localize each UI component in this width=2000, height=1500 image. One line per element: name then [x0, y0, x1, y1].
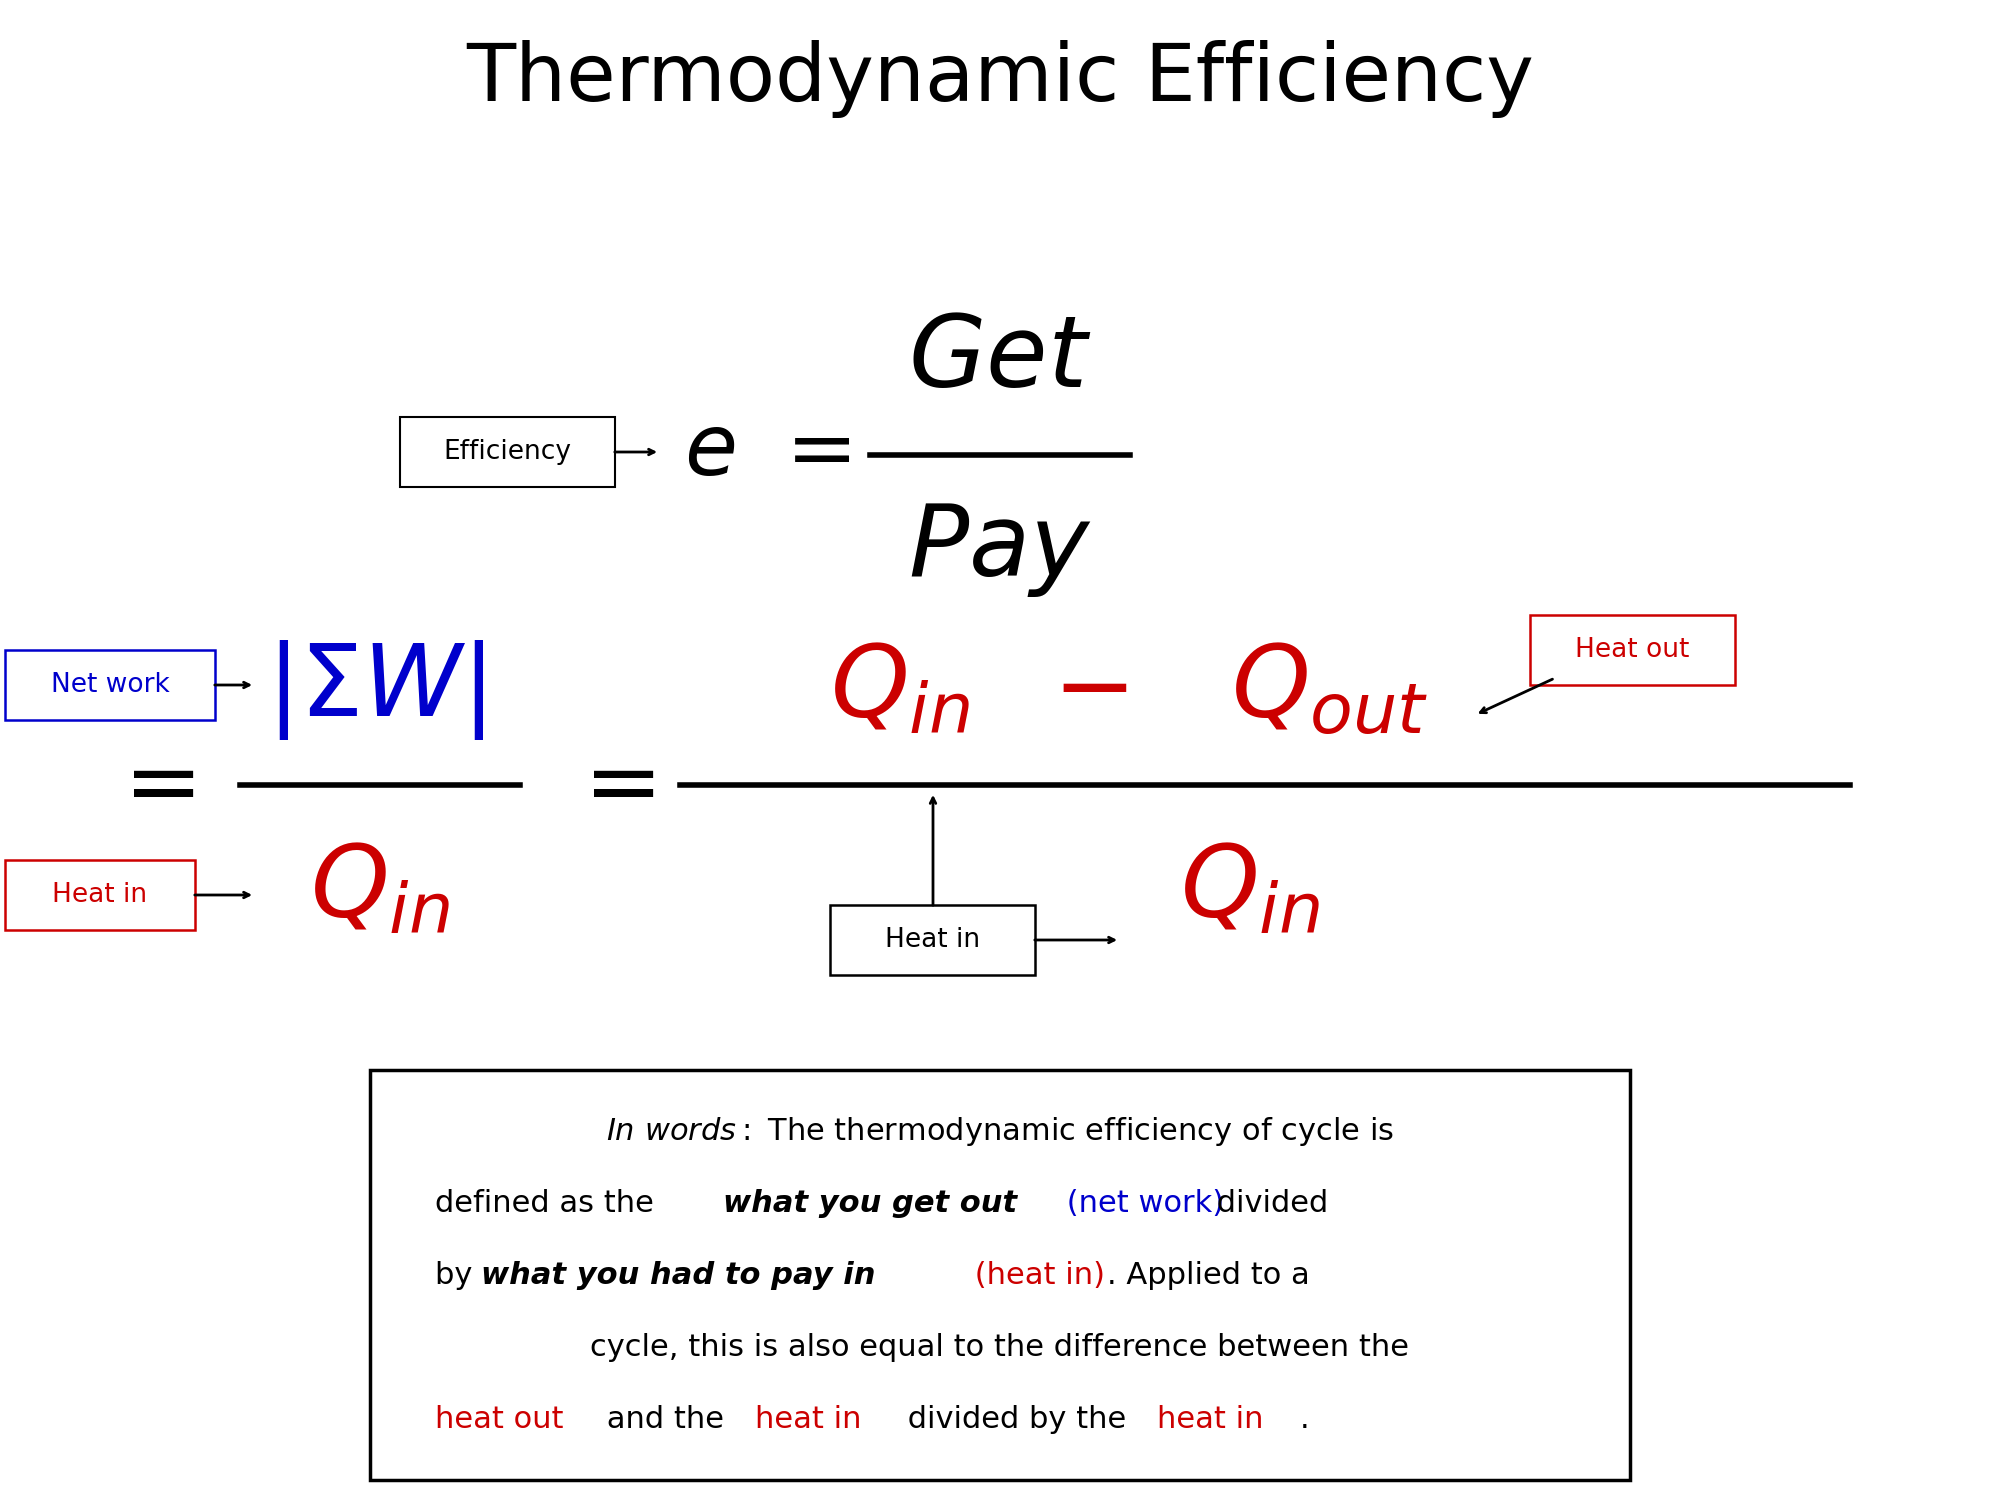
FancyBboxPatch shape: [4, 859, 196, 930]
Text: cycle, this is also equal to the difference between the: cycle, this is also equal to the differe…: [590, 1334, 1410, 1362]
Text: $|\Sigma \mathit{W}|$: $|\Sigma \mathit{W}|$: [266, 638, 484, 742]
Text: $\it{In\ words:}$ The thermodynamic efficiency of cycle is: $\it{In\ words:}$ The thermodynamic effi…: [606, 1116, 1394, 1149]
Text: $\mathit{Q}_{out}$: $\mathit{Q}_{out}$: [1232, 642, 1428, 738]
Text: (heat in): (heat in): [964, 1262, 1104, 1290]
FancyBboxPatch shape: [1530, 615, 1734, 686]
Text: divided: divided: [1208, 1190, 1328, 1218]
Text: $=$: $=$: [770, 411, 850, 494]
FancyBboxPatch shape: [830, 904, 1034, 975]
Text: what you had to pay in: what you had to pay in: [480, 1262, 876, 1290]
Text: Net work: Net work: [50, 672, 170, 698]
Text: what you get out: what you get out: [724, 1190, 1018, 1218]
Text: $-$: $-$: [1052, 642, 1128, 738]
Text: defined as the: defined as the: [434, 1190, 664, 1218]
Text: $\mathit{Q}_{in}$: $\mathit{Q}_{in}$: [830, 642, 970, 738]
Text: and the: and the: [596, 1406, 734, 1434]
Text: (net work): (net work): [1056, 1190, 1224, 1218]
Text: Thermodynamic Efficiency: Thermodynamic Efficiency: [466, 40, 1534, 118]
Text: $=$: $=$: [106, 740, 194, 831]
Text: $\mathit{Get}$: $\mathit{Get}$: [908, 312, 1092, 408]
Text: divided by the: divided by the: [898, 1406, 1136, 1434]
Text: Heat in: Heat in: [886, 927, 980, 952]
Text: . Applied to a: . Applied to a: [1108, 1262, 1310, 1290]
Text: heat in: heat in: [1156, 1406, 1264, 1434]
Text: heat out: heat out: [434, 1406, 564, 1434]
Text: $\mathit{Pay}$: $\mathit{Pay}$: [908, 501, 1092, 598]
Text: .: .: [1300, 1406, 1310, 1434]
Text: $e$: $e$: [684, 411, 736, 494]
Text: Efficiency: Efficiency: [444, 440, 572, 465]
Text: Heat in: Heat in: [52, 882, 148, 908]
FancyBboxPatch shape: [4, 650, 216, 720]
Text: heat in: heat in: [756, 1406, 862, 1434]
FancyBboxPatch shape: [370, 1070, 1630, 1480]
FancyBboxPatch shape: [400, 417, 616, 488]
Text: $=$: $=$: [566, 740, 654, 831]
Text: Heat out: Heat out: [1574, 638, 1690, 663]
Text: $\mathit{Q}_{in}$: $\mathit{Q}_{in}$: [310, 842, 450, 939]
Text: $\mathit{Q}_{in}$: $\mathit{Q}_{in}$: [1180, 842, 1320, 939]
Text: by: by: [434, 1262, 482, 1290]
